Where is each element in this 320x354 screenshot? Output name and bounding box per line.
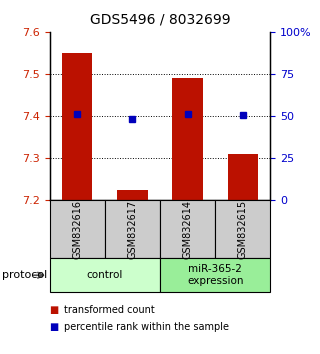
Text: control: control xyxy=(87,270,123,280)
Bar xyxy=(228,154,258,200)
Text: GSM832617: GSM832617 xyxy=(127,200,137,259)
Text: percentile rank within the sample: percentile rank within the sample xyxy=(64,322,229,332)
Bar xyxy=(62,53,92,200)
Bar xyxy=(117,189,148,200)
Text: GDS5496 / 8032699: GDS5496 / 8032699 xyxy=(90,12,230,27)
Text: miR-365-2
expression: miR-365-2 expression xyxy=(187,264,244,286)
Text: GSM832614: GSM832614 xyxy=(183,200,193,259)
Text: protocol: protocol xyxy=(2,270,47,280)
Text: ■: ■ xyxy=(50,322,59,332)
Text: transformed count: transformed count xyxy=(64,305,155,315)
Text: GSM832616: GSM832616 xyxy=(72,200,82,259)
Bar xyxy=(172,78,203,200)
Text: GSM832615: GSM832615 xyxy=(238,200,248,259)
Text: ■: ■ xyxy=(50,305,59,315)
